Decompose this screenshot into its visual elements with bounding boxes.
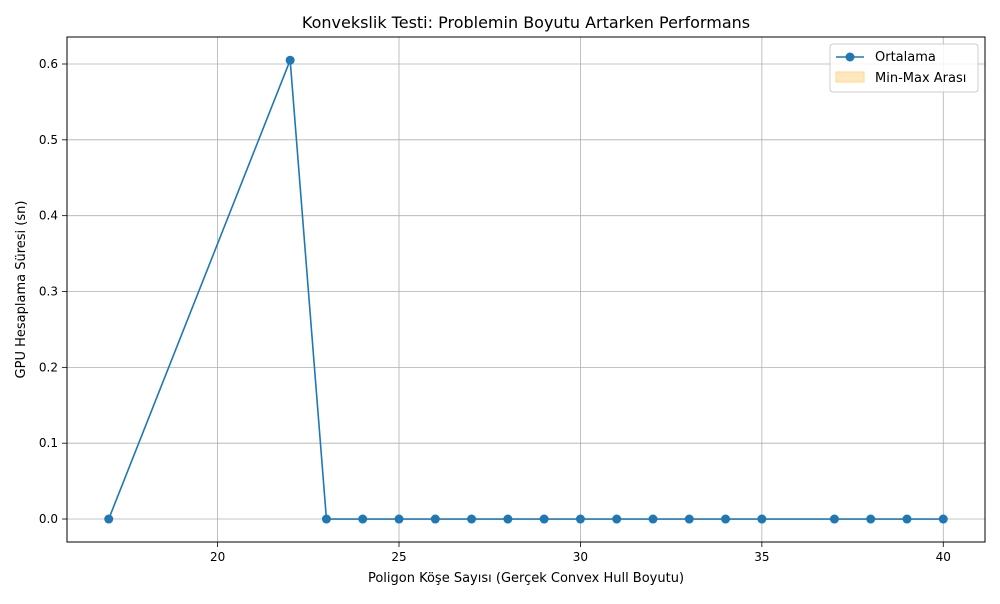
y-tick-label: 0.0 [39,512,58,526]
x-tick-label: 20 [210,550,225,564]
data-point [757,514,767,524]
x-axis-label: Poligon Köşe Sayısı (Gerçek Convex Hull … [368,571,684,586]
legend-box [829,43,979,93]
data-point [684,514,694,524]
chart-title: Konvekslik Testi: Problemin Boyutu Artar… [302,13,750,32]
data-point [321,514,331,524]
data-point [866,514,876,524]
y-axis-label: GPU Hesaplama Süresi (sn) [14,201,29,379]
legend-marker-swatch [845,52,855,62]
data-point [938,514,948,524]
data-point [721,514,731,524]
series-layer [104,55,948,524]
data-point [285,55,295,65]
x-tick-label: 30 [573,550,588,564]
y-tick-label: 0.4 [39,209,58,223]
y-axis: 0.0 0.1 0.2 0.3 0.4 0.5 0.6 [39,57,67,526]
y-tick-label: 0.1 [39,436,58,450]
x-tick-label: 35 [754,550,769,564]
y-tick-label: 0.3 [39,285,58,299]
grid [67,37,985,542]
x-tick-label: 40 [936,550,951,564]
legend-band-swatch [835,71,865,83]
data-point [539,514,549,524]
x-axis: 20 25 30 35 40 [210,542,951,564]
data-point [902,514,912,524]
data-point [394,514,404,524]
data-point [575,514,585,524]
x-tick-label: 25 [391,550,406,564]
y-tick-label: 0.6 [39,57,58,71]
data-point [648,514,658,524]
data-point [358,514,368,524]
data-point [829,514,839,524]
data-point [612,514,622,524]
data-point [467,514,477,524]
legend-label-min-max: Min-Max Arası [875,71,966,86]
legend: Ortalama Min-Max Arası [829,43,979,93]
legend-label-ortalama: Ortalama [875,50,936,65]
plot-frame [66,36,986,543]
y-tick-label: 0.5 [39,133,58,147]
data-point [503,514,513,524]
y-tick-label: 0.2 [39,360,58,374]
data-point [104,514,114,524]
data-point [430,514,440,524]
